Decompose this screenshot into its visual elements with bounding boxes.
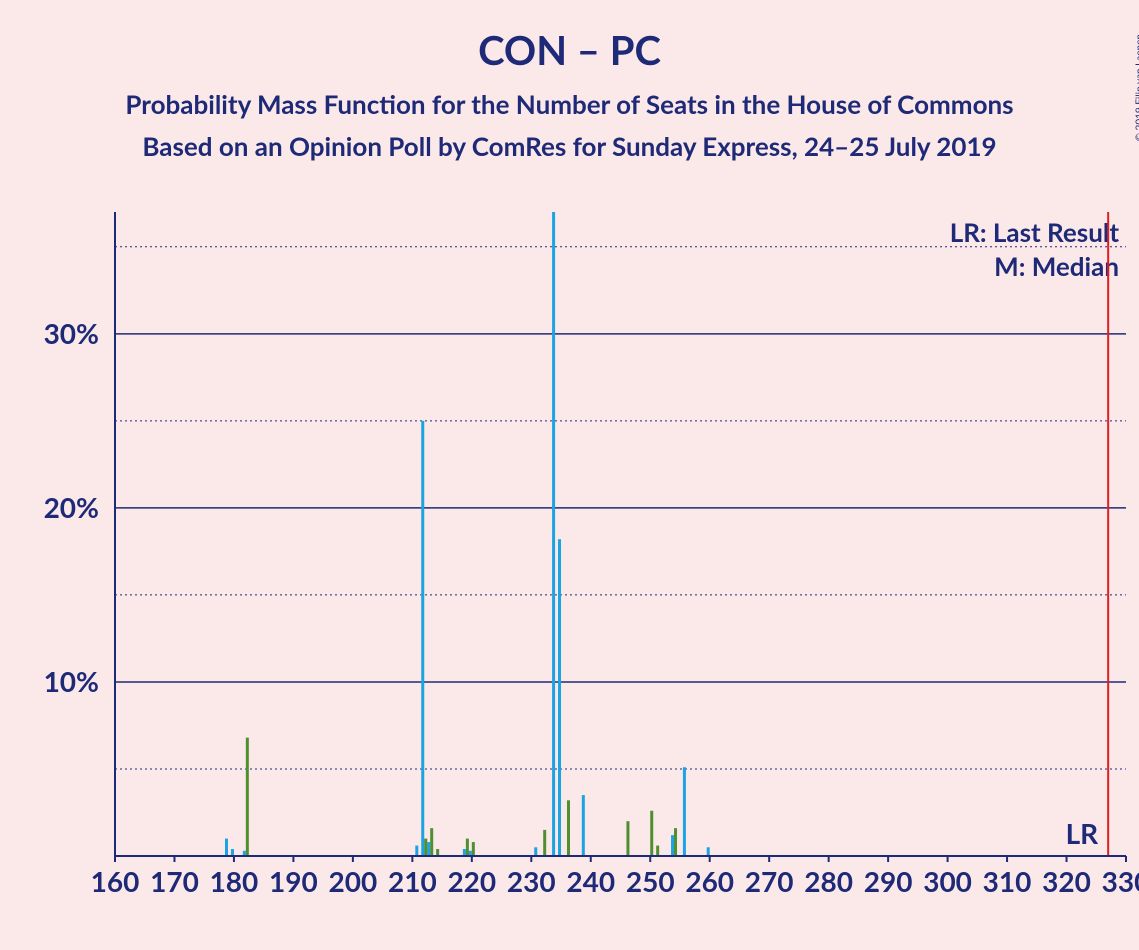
- y-tick-label: 10%: [0, 664, 99, 698]
- x-tick-label: 160: [85, 864, 145, 898]
- x-tick-label: 180: [204, 864, 264, 898]
- x-tick-label: 330: [1096, 864, 1139, 898]
- x-tick-label: 320: [1037, 864, 1097, 898]
- x-tick-label: 200: [323, 864, 383, 898]
- x-tick-label: 230: [501, 864, 561, 898]
- x-tick-label: 210: [382, 864, 442, 898]
- x-tick-label: 250: [620, 864, 680, 898]
- attribution-text: © 2019 Filip van Laenen: [1133, 34, 1139, 141]
- x-tick-label: 170: [144, 864, 204, 898]
- x-tick-label: 280: [799, 864, 859, 898]
- x-tick-label: 290: [858, 864, 918, 898]
- chart-title: CON – PC: [0, 26, 1139, 74]
- x-tick-label: 220: [442, 864, 502, 898]
- y-tick-label: 30%: [0, 316, 99, 350]
- pmf-chart: [113, 206, 1128, 896]
- chart-subtitle-1: Probability Mass Function for the Number…: [0, 88, 1139, 120]
- x-tick-label: 240: [561, 864, 621, 898]
- x-tick-label: 300: [918, 864, 978, 898]
- chart-subtitle-2: Based on an Opinion Poll by ComRes for S…: [0, 130, 1139, 162]
- x-tick-label: 270: [739, 864, 799, 898]
- x-tick-label: 190: [263, 864, 323, 898]
- x-tick-label: 310: [977, 864, 1037, 898]
- x-tick-label: 260: [680, 864, 740, 898]
- y-tick-label: 20%: [0, 490, 99, 524]
